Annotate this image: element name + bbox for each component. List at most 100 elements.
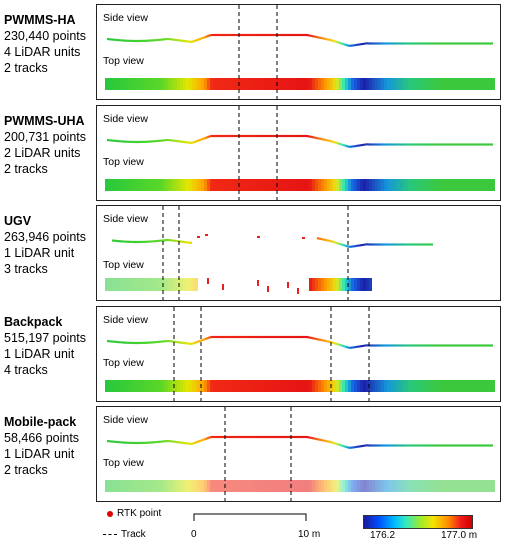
platform-3: Backpack 515,197 points 1 LiDAR unit 4 trac…: [0, 306, 510, 404]
top-view-cell: [270, 480, 273, 492]
top-view-cell: [351, 278, 354, 291]
top-view-cell: [231, 78, 234, 90]
top-view-cell: [198, 179, 201, 191]
top-view-cell: [141, 278, 144, 291]
top-view-cell: [144, 179, 147, 191]
top-view-cell: [189, 179, 192, 191]
point-cloud-panel: Side view Top view: [96, 4, 501, 100]
top-view-cell: [192, 380, 195, 392]
top-view-cell: [210, 480, 213, 492]
top-view-cell: [360, 380, 363, 392]
side-view-label: Side view: [103, 213, 148, 225]
top-view-cell: [174, 480, 177, 492]
top-view-cell: [267, 78, 270, 90]
top-view-cell: [129, 278, 132, 291]
top-view-cell: [126, 278, 129, 291]
top-view-cell: [141, 480, 144, 492]
top-view-cell: [258, 480, 261, 492]
point-cloud-panel: Side view Top view: [96, 205, 501, 301]
track-count: 2 tracks: [4, 61, 48, 75]
top-view-cell: [327, 278, 330, 291]
top-view-cell: [300, 179, 303, 191]
top-view-cell: [405, 480, 408, 492]
top-view-cell: [330, 78, 333, 90]
top-view-cell: [135, 380, 138, 392]
top-view-cell: [288, 380, 291, 392]
top-view-cell: [378, 78, 381, 90]
top-view-cell: [474, 78, 477, 90]
side-profile-segment: [336, 142, 340, 145]
top-view-cell: [183, 78, 186, 90]
top-view-label: Top view: [103, 55, 144, 67]
top-view-cell: [363, 78, 366, 90]
top-view-cell: [171, 179, 174, 191]
side-profile-segment: [342, 243, 346, 247]
top-view-cell: [228, 78, 231, 90]
top-view-cell: [162, 179, 165, 191]
side-profile-segment: [192, 341, 196, 345]
side-profile-segment: [344, 445, 348, 449]
top-view-cell: [276, 380, 279, 392]
lidar-units: 1 LiDAR unit: [4, 246, 75, 260]
side-profile-segment: [198, 339, 202, 343]
top-view-cell: [318, 278, 321, 291]
top-view-cell: [198, 480, 201, 492]
top-view-cell: [273, 480, 276, 492]
top-view-cell: [162, 380, 165, 392]
top-view-cell: [435, 78, 438, 90]
top-view-cell: [132, 278, 135, 291]
top-view-cell: [396, 480, 399, 492]
top-view-cell: [414, 480, 417, 492]
top-view-cell: [189, 278, 192, 291]
platform-name: PWMMS-HA: [4, 13, 76, 27]
top-view-cell: [117, 78, 120, 90]
platform-name: PWMMS-UHA: [4, 114, 85, 128]
top-view-cell: [462, 78, 465, 90]
top-view-cell: [225, 380, 228, 392]
top-view-cell: [375, 179, 378, 191]
side-profile-segment: [200, 137, 204, 141]
top-view-cell: [171, 278, 174, 291]
top-view-cell: [180, 278, 183, 291]
point-count: 58,466 points: [4, 431, 80, 445]
top-view-cell: [423, 480, 426, 492]
top-view-cell: [336, 278, 339, 291]
side-profile-segment: [194, 441, 198, 444]
top-view-cell: [306, 179, 309, 191]
top-view-cell: [120, 278, 123, 291]
top-view-cell: [186, 380, 189, 392]
top-view-cell: [261, 480, 264, 492]
side-profile-segment: [196, 38, 200, 42]
side-profile-segment: [340, 243, 344, 247]
top-view-cell: [345, 380, 348, 392]
top-view-cell: [339, 278, 342, 291]
side-profile-segment: [342, 444, 346, 448]
top-view-cell: [327, 78, 330, 90]
top-view-cell: [117, 179, 120, 191]
top-view-cell: [348, 278, 351, 291]
top-view-cell: [132, 380, 135, 392]
top-view-cell: [414, 78, 417, 90]
side-profile-segment: [334, 141, 338, 145]
top-view-cell: [192, 179, 195, 191]
top-view-cell: [333, 179, 336, 191]
top-view-cell: [261, 78, 264, 90]
top-view-cell: [474, 480, 477, 492]
top-view-cell: [372, 179, 375, 191]
side-profile-segment: [205, 234, 208, 236]
top-view-cell: [432, 179, 435, 191]
top-view-cell: [213, 480, 216, 492]
top-view-cell: [147, 179, 150, 191]
top-view-cell: [288, 480, 291, 492]
lidar-units: 4 LiDAR units: [4, 45, 81, 59]
top-view-cell: [207, 179, 210, 191]
top-view-cell: [210, 179, 213, 191]
side-profile-segment: [338, 343, 342, 347]
top-view-cell: [198, 380, 201, 392]
top-view-cell: [339, 179, 342, 191]
top-view-cell: [321, 480, 324, 492]
top-view-cell: [381, 380, 384, 392]
top-view-cell: [426, 480, 429, 492]
side-view-label: Side view: [103, 414, 148, 426]
side-profile-segment: [208, 435, 212, 439]
